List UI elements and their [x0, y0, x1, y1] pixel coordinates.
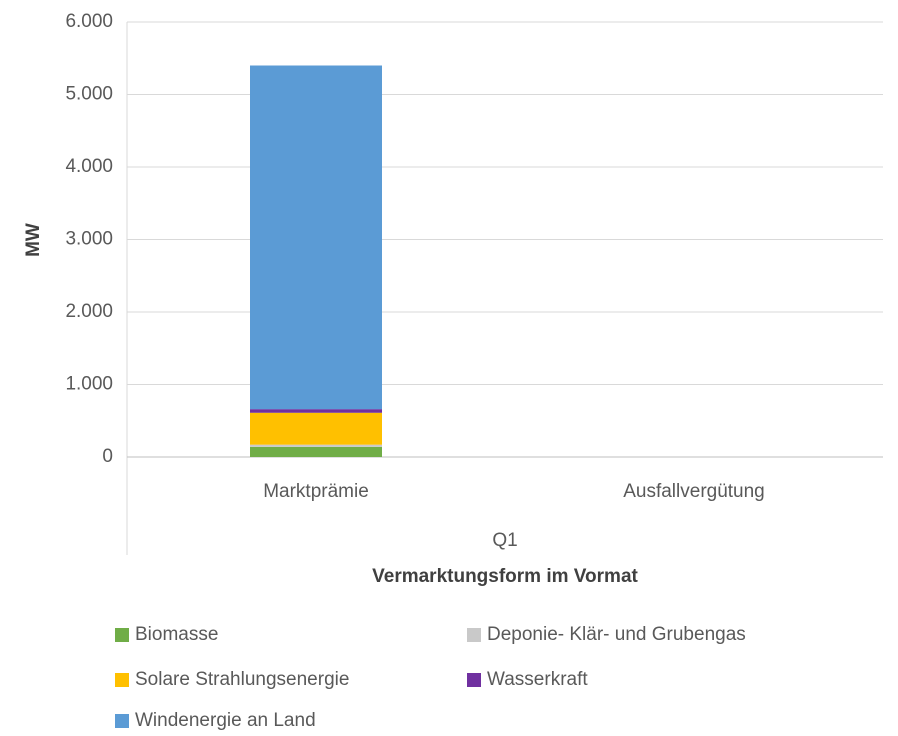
- legend-swatch: [467, 628, 481, 642]
- y-tick-label: 0: [102, 446, 113, 467]
- legend-swatch: [115, 628, 129, 642]
- legend-label: Deponie- Klär- und Grubengas: [487, 624, 746, 645]
- bar-segment: [250, 65, 382, 410]
- legend-label: Wasserkraft: [487, 669, 588, 690]
- x-tick-label: Marktprämie: [263, 481, 369, 502]
- y-tick-label: 6.000: [65, 11, 113, 32]
- legend-label: Solare Strahlungsenergie: [135, 669, 349, 690]
- legend-swatch: [467, 673, 481, 687]
- y-tick-label: 4.000: [65, 156, 113, 177]
- legend-swatch: [115, 673, 129, 687]
- bar-segment: [250, 444, 382, 447]
- y-tick-label: 2.000: [65, 301, 113, 322]
- bar-segment: [250, 409, 382, 413]
- x-axis-title: Vermarktungsform im Vormat: [372, 566, 638, 587]
- y-tick-label: 1.000: [65, 374, 113, 395]
- y-tick-label: 5.000: [65, 84, 113, 105]
- group-label: Q1: [492, 530, 517, 551]
- y-tick-label: 3.000: [65, 229, 113, 250]
- legend-label: Biomasse: [135, 624, 218, 645]
- bar-segment: [250, 446, 382, 457]
- x-tick-label: Ausfallvergütung: [623, 481, 765, 502]
- y-axis-title: MW: [23, 223, 44, 257]
- legend-label: Windenergie an Land: [135, 710, 316, 731]
- bar-segment: [250, 412, 382, 445]
- legend-swatch: [115, 714, 129, 728]
